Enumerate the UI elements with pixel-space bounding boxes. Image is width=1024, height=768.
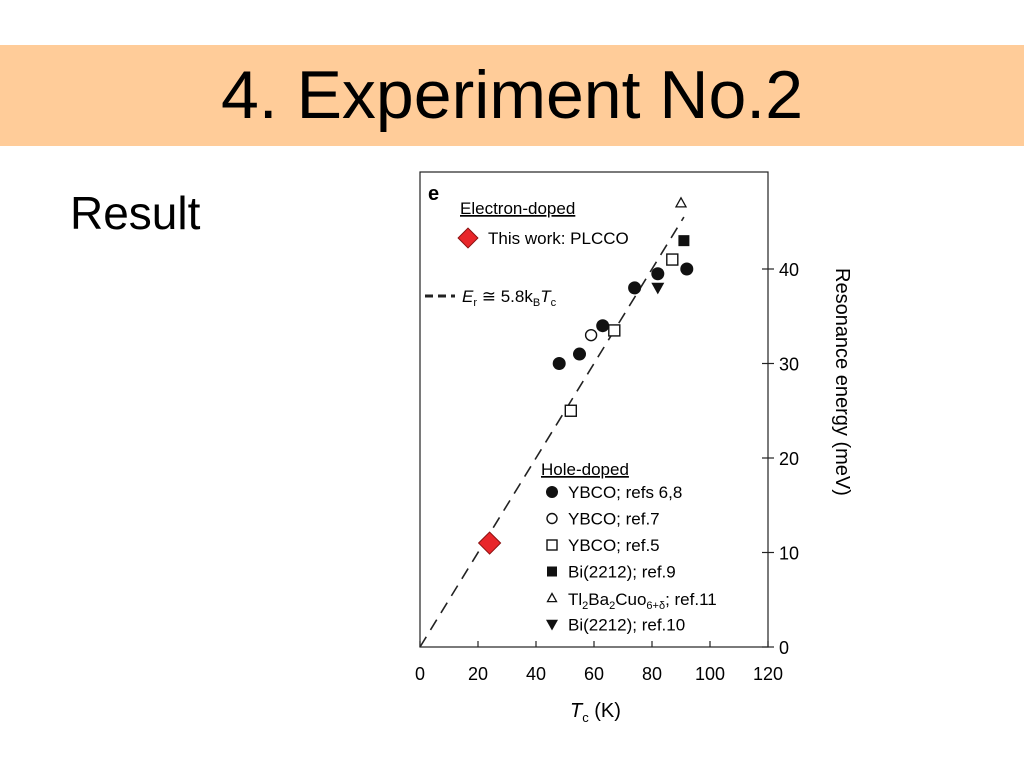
x-tick-label: 120 (753, 664, 783, 684)
legend-label: Bi(2212); ref.9 (568, 563, 676, 582)
data-point-series-0 (596, 319, 610, 333)
data-point-series-5 (651, 282, 665, 295)
hole-doped-heading: Hole-doped (541, 460, 629, 479)
legend-label: YBCO; ref.5 (568, 536, 660, 555)
data-point-series-0 (628, 281, 642, 295)
fit-line (419, 216, 685, 648)
x-tick-label: 40 (526, 664, 546, 684)
legend-label: YBCO; ref.7 (568, 510, 660, 529)
data-point-series-4 (674, 196, 688, 208)
data-point-series-1 (584, 328, 598, 342)
legend-marker-4 (546, 592, 558, 603)
x-tick-label: 100 (695, 664, 725, 684)
slide-title: 4. Experiment No.2 (220, 57, 804, 133)
data-points (477, 196, 694, 555)
data-point-series-0 (680, 262, 694, 276)
y-tick-label: 40 (779, 260, 799, 280)
legend-marker-5 (546, 619, 558, 631)
y-tick-label: 30 (779, 355, 799, 375)
legend-marker-2 (546, 539, 558, 551)
panel-label: e (428, 183, 439, 205)
data-point-series-0 (552, 357, 566, 370)
data-point-series-0 (651, 267, 665, 281)
y-tick-label: 20 (779, 449, 799, 469)
x-tick-label: 80 (642, 664, 662, 684)
result-heading: Result (70, 187, 201, 239)
legend-label: YBCO; refs 6,8 (568, 483, 682, 502)
data-point-series-0 (573, 347, 586, 361)
x-axis: 0 20 40 60 80 100 120 (415, 641, 783, 684)
y-tick-label: 10 (779, 544, 799, 564)
hole-doped-legend: YBCO; refs 6,8 YBCO; ref.7 YBCO; ref.5 Bi(2… (546, 483, 685, 635)
legend-marker-3 (547, 566, 557, 577)
electron-doped-heading: Electron-doped (460, 199, 575, 218)
legend-marker-1 (546, 512, 558, 525)
legend-label-tl2201: Tl2Ba2Cuo6+δ; ref.11 (568, 590, 717, 612)
data-point-series-3 (678, 235, 690, 247)
title-band (0, 45, 1024, 146)
x-tick-label: 20 (468, 664, 488, 684)
x-tick-label: 60 (584, 664, 604, 684)
y-tick-label: 0 (779, 638, 789, 658)
y-axis-title: Resonance energy (meV) (831, 268, 853, 496)
data-point-series-2 (564, 404, 577, 417)
x-axis-title: Tc (K) (570, 700, 621, 725)
x-tick-label: 0 (415, 664, 425, 684)
data-point-series-2 (608, 324, 621, 337)
fit-line-label: Er ≅ 5.8kBTc (462, 287, 557, 309)
legend-marker-0 (546, 486, 558, 498)
y-axis: 0 10 20 30 40 (762, 260, 799, 658)
legend-label: Bi(2212); ref.10 (568, 616, 685, 635)
plcco-legend-marker (457, 227, 479, 249)
plcco-legend-label: This work: PLCCO (488, 229, 629, 248)
plcco-data-point (477, 531, 502, 555)
data-point-series-2 (666, 253, 679, 266)
